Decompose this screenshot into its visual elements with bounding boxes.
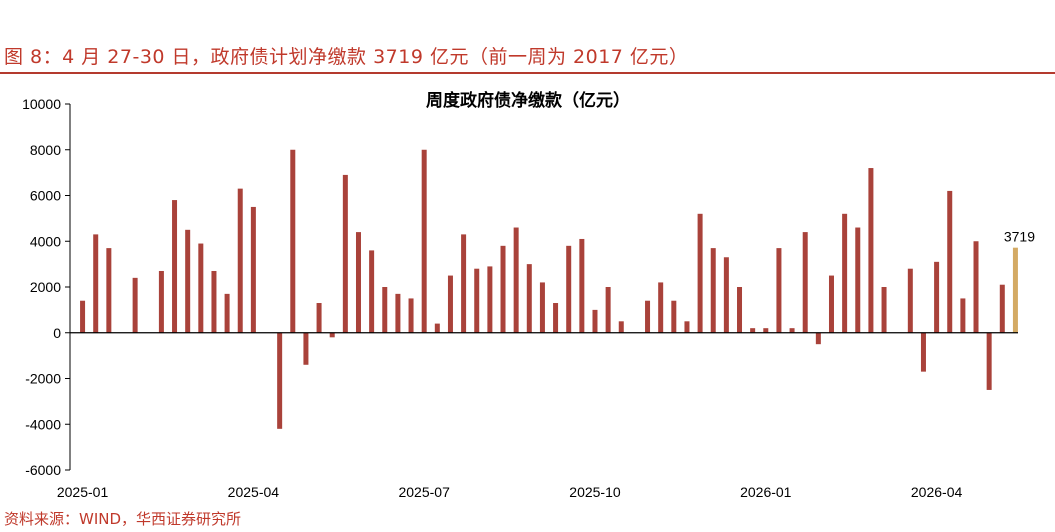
bar (1012, 247, 1018, 333)
y-tick-label: 6000 (30, 188, 61, 204)
bar (960, 298, 966, 333)
bar (645, 300, 651, 333)
bar (198, 243, 204, 333)
bar (815, 332, 821, 345)
bar (828, 275, 834, 333)
bar (487, 266, 493, 333)
bar (947, 190, 953, 333)
bar (737, 287, 743, 333)
bar (158, 270, 164, 333)
bar (750, 328, 756, 333)
bar (776, 248, 782, 333)
bar (881, 287, 887, 333)
y-tick-label: 4000 (30, 233, 61, 249)
x-tick-label: 2025-01 (57, 484, 109, 500)
x-tick-label: 2026-04 (911, 484, 963, 500)
bar (211, 270, 217, 333)
bar (671, 300, 677, 333)
bar (907, 268, 913, 333)
bar (290, 149, 296, 333)
bar (369, 250, 375, 333)
bar (461, 234, 467, 333)
bar (526, 264, 532, 333)
x-tick-label: 2025-07 (398, 484, 450, 500)
bar (474, 268, 480, 333)
bar (999, 284, 1005, 333)
bar (802, 232, 808, 333)
bar (172, 200, 178, 333)
y-tick-label: -4000 (25, 416, 61, 432)
bar (973, 241, 979, 333)
bar (855, 227, 861, 333)
bar (697, 213, 703, 333)
bar (395, 293, 401, 333)
bar (920, 332, 926, 372)
bar (434, 323, 440, 333)
bar (408, 298, 414, 333)
bar (934, 261, 940, 333)
bar (605, 287, 611, 333)
data-labels: 3719 (1004, 229, 1035, 245)
bar (684, 321, 690, 333)
bar (447, 275, 453, 333)
y-tick-label: 2000 (30, 279, 61, 295)
bar (277, 332, 283, 429)
bar (842, 213, 848, 333)
bar (237, 188, 243, 333)
bar (329, 332, 335, 338)
bar (421, 149, 427, 333)
bar (382, 287, 388, 333)
bar (618, 321, 624, 333)
y-tick-label: 8000 (30, 142, 61, 158)
bar (658, 282, 664, 333)
x-tick-label: 2025-10 (569, 484, 621, 500)
bar (868, 168, 874, 333)
bar (316, 303, 322, 333)
bar (539, 282, 545, 333)
bar (185, 229, 191, 333)
bar (513, 227, 519, 333)
x-axis: 2025-01 2025-04 2025-07 2025-10 2026-01 2026-… (57, 332, 1018, 500)
bar (224, 293, 230, 333)
bar (986, 332, 992, 390)
source-note: 资料来源：WIND，华西证券研究所 (4, 510, 242, 528)
y-axis: -6000 -4000 -2000 0 2000 4000 6000 8000 10000 (22, 96, 71, 478)
bar (93, 234, 99, 333)
bar (579, 238, 585, 333)
bar (592, 309, 598, 333)
caption-divider (0, 72, 1055, 74)
bar (723, 257, 729, 333)
y-tick-label: 0 (53, 325, 61, 341)
x-tick-label: 2025-04 (228, 484, 280, 500)
data-label: 3719 (1004, 229, 1035, 245)
bar (710, 248, 716, 333)
bar (355, 232, 361, 333)
chart-title: 周度政府债净缴款（亿元） (426, 90, 630, 111)
y-tick-label: -2000 (25, 371, 61, 387)
y-tick-label: 10000 (22, 96, 61, 112)
bar-series (80, 149, 1018, 429)
bar (80, 300, 86, 333)
bar (303, 332, 309, 365)
bar (500, 245, 506, 333)
bar (132, 277, 138, 333)
bar (763, 328, 769, 333)
figure-caption: 图 8：4 月 27-30 日，政府债计划净缴款 3719 亿元（前一周为 20… (4, 46, 689, 68)
bar (553, 303, 559, 333)
bar (789, 328, 795, 333)
x-tick-label: 2026-01 (740, 484, 792, 500)
bar (106, 248, 112, 333)
bar (250, 206, 256, 333)
y-tick-label: -6000 (25, 462, 61, 478)
bar (566, 245, 572, 333)
bar (342, 174, 348, 333)
